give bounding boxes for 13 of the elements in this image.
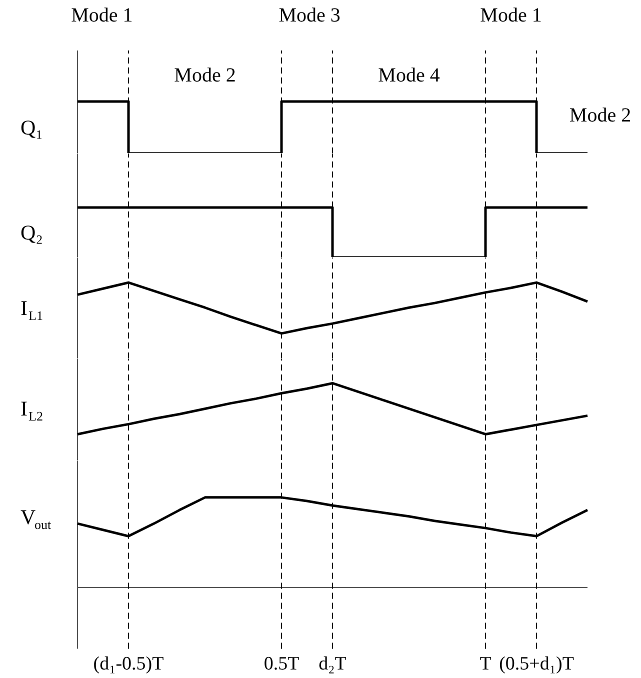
x-tick-label: d₂T	[318, 654, 347, 674]
text: Mode 4	[378, 64, 440, 86]
x-tick-label: (d₁-0.5)T	[93, 654, 164, 674]
x-tick-label: 0.5T	[264, 654, 300, 674]
x-tick-label: T	[480, 654, 492, 674]
text: Mode 3	[278, 4, 340, 27]
annotation: Mode 2	[569, 104, 632, 127]
x-tick-label: (0.5+d₁)T	[499, 654, 574, 674]
text: Mode 2	[174, 64, 236, 86]
text: Mode 1	[71, 4, 133, 27]
text: Mode 1	[480, 4, 542, 27]
y-axis-title: Q₁	[20, 115, 43, 140]
y-axis-title: Q₂	[20, 220, 43, 244]
